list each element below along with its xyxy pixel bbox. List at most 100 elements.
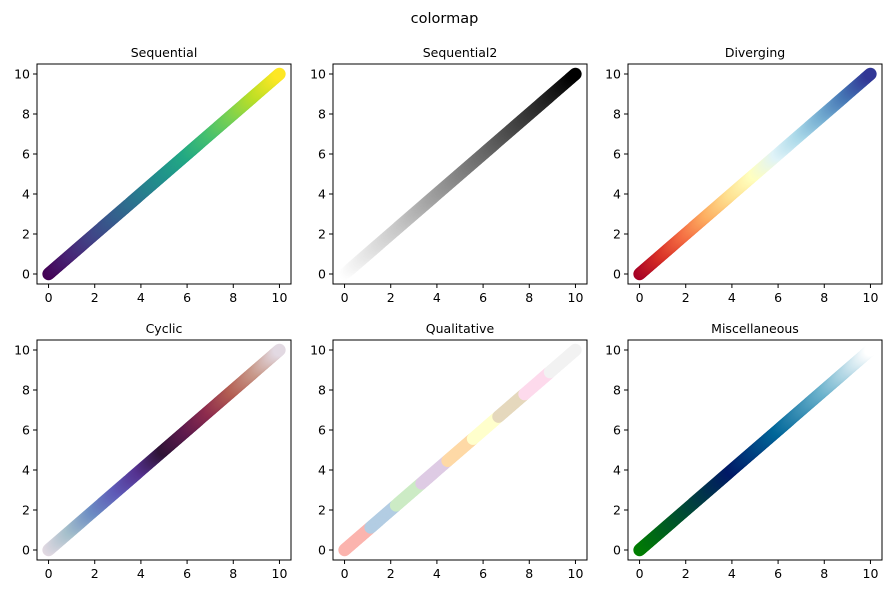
scatter-point bbox=[273, 343, 286, 357]
subplot-miscellaneous: Miscellaneous 0 2 4 6 8 10 0 2 4 6 8 10 bbox=[605, 321, 883, 581]
x-tick-label: 4 bbox=[433, 290, 441, 305]
x-tick-label: 0 bbox=[636, 566, 644, 581]
scatter-points bbox=[42, 343, 286, 557]
x-tick-label: 0 bbox=[45, 566, 53, 581]
scatter-point bbox=[864, 67, 877, 81]
y-tick-label: 0 bbox=[22, 267, 30, 282]
x-tick-label: 2 bbox=[91, 290, 99, 305]
axes-frame bbox=[36, 339, 292, 561]
subplot-sequential: Sequential 0 2 4 6 8 10 0 2 4 6 8 10 bbox=[14, 45, 292, 305]
subplot-title: Cyclic bbox=[146, 321, 183, 336]
y-tick-label: 0 bbox=[318, 543, 326, 558]
scatter-point bbox=[569, 67, 582, 81]
x-tick-label: 2 bbox=[387, 566, 395, 581]
scatter-points bbox=[633, 343, 877, 557]
x-tick-label: 2 bbox=[91, 566, 99, 581]
y-tick-label: 6 bbox=[613, 147, 621, 162]
x-tick-label: 4 bbox=[137, 566, 145, 581]
y-tick-label: 6 bbox=[22, 147, 30, 162]
scatter-points bbox=[42, 67, 286, 281]
y-tick-label: 2 bbox=[318, 503, 326, 518]
x-tick-label: 10 bbox=[863, 566, 879, 581]
subplot-title: Sequential bbox=[131, 45, 198, 60]
axes-frame bbox=[332, 339, 588, 561]
x-tick-label: 4 bbox=[137, 290, 145, 305]
x-tick-label: 4 bbox=[728, 290, 736, 305]
axes-frame bbox=[627, 339, 883, 561]
subplot-qualitative: Qualitative 0 2 4 6 8 10 0 2 4 6 8 10 bbox=[310, 321, 588, 581]
x-tick-label: 8 bbox=[525, 290, 533, 305]
x-tick-label: 8 bbox=[229, 566, 237, 581]
x-tick-label: 10 bbox=[272, 290, 288, 305]
subplot-title: Qualitative bbox=[426, 321, 495, 336]
x-tick-label: 8 bbox=[820, 290, 828, 305]
scatter-points bbox=[633, 67, 877, 281]
x-tick-label: 2 bbox=[682, 566, 690, 581]
y-tick-label: 10 bbox=[14, 67, 30, 82]
y-tick-label: 0 bbox=[22, 543, 30, 558]
y-tick-label: 10 bbox=[605, 343, 621, 358]
y-tick-label: 4 bbox=[22, 463, 30, 478]
x-tick-label: 10 bbox=[568, 290, 584, 305]
y-tick-label: 0 bbox=[613, 267, 621, 282]
scatter-points bbox=[338, 67, 582, 281]
x-tick-label: 8 bbox=[229, 290, 237, 305]
x-tick-label: 0 bbox=[341, 566, 349, 581]
axes-frame bbox=[332, 63, 588, 285]
y-tick-label: 4 bbox=[318, 463, 326, 478]
y-tick-label: 6 bbox=[22, 423, 30, 438]
subplot-title: Diverging bbox=[725, 45, 785, 60]
y-tick-label: 4 bbox=[613, 187, 621, 202]
x-tick-label: 8 bbox=[820, 566, 828, 581]
scatter-point bbox=[273, 67, 286, 81]
x-tick-label: 8 bbox=[525, 566, 533, 581]
x-tick-label: 6 bbox=[479, 290, 487, 305]
x-tick-label: 0 bbox=[341, 290, 349, 305]
x-tick-label: 10 bbox=[272, 566, 288, 581]
x-tick-label: 2 bbox=[682, 290, 690, 305]
axes-frame bbox=[627, 63, 883, 285]
y-tick-label: 2 bbox=[613, 503, 621, 518]
x-tick-label: 6 bbox=[774, 290, 782, 305]
y-tick-label: 2 bbox=[22, 503, 30, 518]
y-tick-label: 4 bbox=[22, 187, 30, 202]
y-tick-label: 8 bbox=[22, 107, 30, 122]
y-tick-label: 8 bbox=[318, 383, 326, 398]
subplot-diverging: Diverging 0 2 4 6 8 10 0 2 4 6 8 10 bbox=[605, 45, 883, 305]
x-tick-label: 4 bbox=[433, 566, 441, 581]
y-tick-label: 6 bbox=[318, 423, 326, 438]
subplot-cyclic: Cyclic 0 2 4 6 8 10 0 2 4 6 8 10 bbox=[14, 321, 292, 581]
y-tick-label: 6 bbox=[613, 423, 621, 438]
y-tick-label: 6 bbox=[318, 147, 326, 162]
x-tick-label: 6 bbox=[774, 566, 782, 581]
y-tick-label: 10 bbox=[605, 67, 621, 82]
y-tick-label: 10 bbox=[14, 343, 30, 358]
axes-frame bbox=[36, 63, 292, 285]
y-tick-label: 2 bbox=[318, 227, 326, 242]
scatter-point bbox=[864, 343, 877, 357]
x-tick-label: 6 bbox=[479, 566, 487, 581]
y-tick-label: 0 bbox=[613, 543, 621, 558]
x-tick-label: 4 bbox=[728, 566, 736, 581]
subplot-title: Miscellaneous bbox=[711, 321, 799, 336]
y-tick-label: 10 bbox=[310, 67, 326, 82]
x-tick-label: 6 bbox=[183, 566, 191, 581]
x-tick-label: 0 bbox=[45, 290, 53, 305]
y-tick-label: 10 bbox=[310, 343, 326, 358]
y-tick-label: 8 bbox=[318, 107, 326, 122]
y-tick-label: 8 bbox=[613, 383, 621, 398]
subplot-title: Sequential2 bbox=[423, 45, 498, 60]
subplots-grid: Sequential 0 2 4 6 8 10 0 2 4 6 8 10 Sequential2 0 2 4 6 8… bbox=[14, 45, 883, 581]
y-tick-label: 2 bbox=[613, 227, 621, 242]
scatter-points bbox=[338, 343, 582, 557]
x-tick-label: 10 bbox=[568, 566, 584, 581]
x-tick-label: 6 bbox=[183, 290, 191, 305]
x-tick-label: 0 bbox=[636, 290, 644, 305]
y-tick-label: 8 bbox=[22, 383, 30, 398]
y-tick-label: 8 bbox=[613, 107, 621, 122]
y-tick-label: 4 bbox=[613, 463, 621, 478]
x-tick-label: 10 bbox=[863, 290, 879, 305]
x-tick-label: 2 bbox=[387, 290, 395, 305]
y-tick-label: 4 bbox=[318, 187, 326, 202]
